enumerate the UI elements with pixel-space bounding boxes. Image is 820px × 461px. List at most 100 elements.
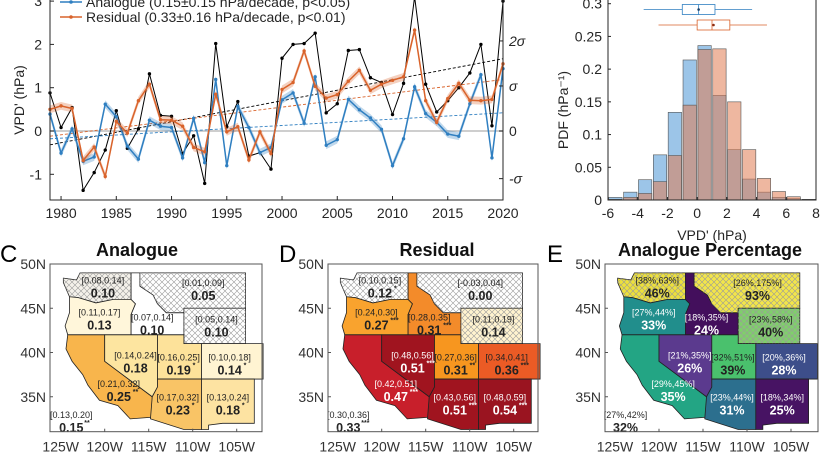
analogue-point: [490, 156, 494, 160]
overall-significance-stars: **: [84, 420, 90, 427]
region-value-label: 0.54: [493, 403, 517, 417]
lat-tick-label: 40N: [20, 345, 46, 361]
region-value-label: 24%: [694, 324, 719, 338]
region-value-label: 0.05: [191, 289, 215, 303]
region-wy-hatch: [460, 308, 523, 344]
analogue-point: [324, 143, 328, 147]
analogue-point: [258, 150, 262, 155]
map-panel-d: D Residual [0.10,0.15]0.12 * [0.24,0.30]0.27…: [279, 240, 541, 455]
x-tick-label: 2020: [487, 205, 518, 221]
significance-stars: *: [244, 362, 247, 369]
lon-tick-label: 120W: [363, 439, 400, 455]
region-value-label: 0.12: [368, 286, 392, 300]
region-range-label: [0.08,0.14]: [82, 275, 125, 285]
region-range-label: [0.48,0.59]: [484, 392, 527, 402]
residual-histogram-bar: [712, 48, 727, 201]
lon-tick-label: 115W: [685, 439, 721, 455]
x-tick-label: 2: [723, 205, 731, 221]
analogue-point: [169, 125, 174, 130]
region-range-label: [21%,35%]: [668, 351, 712, 361]
residual-point: [70, 106, 74, 111]
total-point: [457, 86, 461, 90]
x-tick-label: -2: [661, 205, 674, 221]
total-point: [479, 42, 483, 47]
region-mt-hatch: [139, 272, 246, 313]
region-range-label: [0.42,0.51]: [375, 379, 418, 389]
analogue-point: [125, 144, 130, 148]
total-point: [302, 41, 306, 46]
total-point: [423, 82, 428, 86]
residual-line: [49, 29, 504, 180]
region-value-label: 0.00: [468, 289, 492, 303]
residual-uncertainty-band: [50, 26, 503, 181]
region-wy-hatch: [738, 308, 800, 344]
total-point: [214, 41, 218, 46]
region-value-label: 33%: [641, 318, 666, 332]
lon-tick-label: 125W: [42, 439, 79, 455]
residual-point: [258, 130, 262, 134]
residual-point: [412, 28, 417, 32]
map-frame: [327, 263, 539, 433]
lat-tick-label: 40N: [575, 345, 601, 361]
total-point: [269, 167, 273, 171]
analogue-point: [423, 111, 428, 116]
residual-histogram-bar: [727, 101, 742, 201]
region-range-label: [0.13,0.24]: [207, 392, 250, 402]
residual-point: [180, 124, 185, 128]
analogue-point: [59, 151, 63, 155]
residual-point: [147, 82, 152, 86]
residual-histogram-bar: [638, 193, 653, 201]
analogue-point: [335, 137, 339, 142]
map-title: Residual: [399, 240, 474, 260]
total-point: [280, 56, 284, 60]
residual-point: [92, 145, 96, 149]
region-value-label: 0.18: [216, 403, 240, 417]
lat-tick-label: 50N: [575, 256, 601, 272]
y-tick-label: 0: [34, 123, 42, 139]
analogue-point: [103, 102, 107, 106]
region-value-label: 39%: [720, 363, 745, 377]
residual-point: [269, 151, 273, 156]
overall-value-label: 0.15: [59, 421, 83, 435]
analogue-point: [457, 134, 461, 138]
y-tick-label: 0.05: [575, 159, 602, 175]
region-range-label: [0.17,0.32]: [156, 392, 199, 402]
region-nm: [201, 378, 255, 430]
region-value-label: 35%: [661, 390, 686, 404]
total-point: [202, 181, 207, 186]
region-range-label: [0.11,0.19]: [473, 314, 515, 324]
legend-analogue-marker: [69, 0, 73, 4]
lat-tick-label: 45N: [575, 300, 601, 316]
residual-histogram-bar: [667, 155, 682, 201]
region-value-label: 93%: [745, 289, 770, 303]
overall-range-label: [0.13,0.20]: [50, 410, 93, 420]
total-point: [490, 124, 494, 128]
region-nm: [478, 378, 532, 430]
right-tick-label: -σ: [509, 171, 523, 187]
total-point: [103, 148, 107, 152]
region-range-label: [0.21,0.32]: [98, 379, 141, 389]
residual-point: [357, 68, 362, 73]
y-tick-label: -1: [30, 166, 43, 182]
residual-point: [225, 130, 229, 134]
total-line: [49, 0, 504, 192]
region-range-label: [18%,34%]: [760, 392, 804, 402]
lat-tick-label: 35N: [575, 389, 601, 405]
residual-point: [423, 98, 428, 103]
region-value-label: 0.51: [443, 403, 467, 417]
map-title: Analogue: [96, 240, 178, 260]
region-value-label: 46%: [645, 286, 670, 300]
region-wa-hatch: [617, 272, 686, 303]
region-value-label: 26%: [677, 362, 702, 376]
region-value-label: 0.18: [123, 362, 147, 376]
map-frame: [49, 263, 263, 433]
residual-histogram-bar: [697, 49, 712, 201]
significance-stars: ***: [390, 317, 398, 324]
panel-letter: C: [0, 241, 17, 268]
x-tick-label: 4: [753, 205, 761, 221]
total-point: [114, 108, 118, 113]
total-point: [313, 31, 317, 35]
region-range-label: [26%,175%]: [733, 278, 782, 288]
residual-point: [280, 87, 284, 92]
residual-histogram-bar: [653, 181, 667, 201]
